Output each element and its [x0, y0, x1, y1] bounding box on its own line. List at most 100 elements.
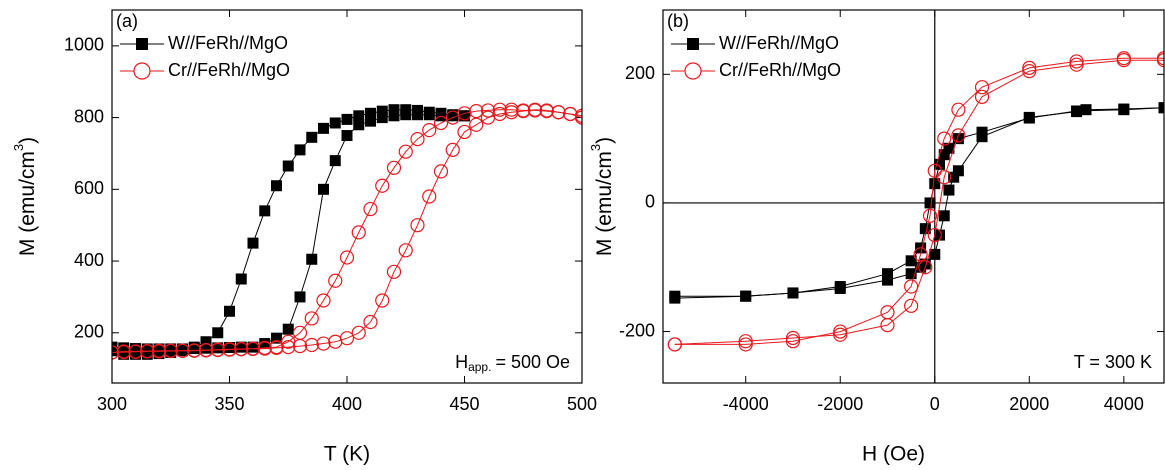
marker [339, 331, 355, 346]
y-tick-label: 400 [74, 250, 104, 270]
marker [469, 104, 484, 119]
marker [919, 223, 931, 235]
marker [974, 80, 990, 95]
marker [410, 132, 425, 147]
marker [933, 229, 945, 241]
marker [165, 343, 177, 355]
marker [516, 104, 531, 119]
marker [904, 298, 919, 313]
marker [200, 336, 212, 348]
marker [163, 343, 178, 359]
y-axis-title-part: 3 [588, 144, 603, 151]
x-tick-label: 300 [97, 394, 127, 414]
marker [882, 268, 894, 280]
marker [257, 341, 272, 356]
marker [398, 243, 413, 258]
marker [271, 332, 282, 344]
marker [177, 343, 188, 355]
marker [933, 158, 945, 170]
marker [948, 171, 960, 183]
y-axis-title: M (emu/cm3) [588, 137, 615, 256]
marker [1156, 53, 1164, 68]
marker [952, 133, 964, 145]
marker [234, 342, 249, 357]
marker [423, 109, 435, 121]
marker [116, 345, 131, 360]
marker [304, 337, 319, 353]
marker [435, 110, 447, 122]
marker [353, 119, 365, 131]
marker [339, 250, 355, 265]
marker [834, 282, 846, 294]
marker [329, 155, 341, 167]
marker [375, 293, 390, 308]
marker [1116, 53, 1131, 68]
y-axis-title: M (emu/cm3) [11, 137, 38, 256]
marker [386, 264, 402, 279]
marker [927, 227, 942, 243]
marker [247, 237, 259, 249]
marker [341, 130, 353, 142]
marker [365, 107, 376, 119]
marker [922, 208, 938, 223]
marker [376, 105, 388, 117]
marker [376, 112, 388, 124]
marker [412, 109, 423, 121]
marker [363, 201, 378, 217]
marker [976, 131, 988, 143]
marker [222, 342, 237, 357]
marker [952, 165, 964, 177]
marker [282, 160, 294, 172]
plot-frame [111, 9, 583, 384]
marker [1071, 106, 1083, 118]
plot-frame [662, 9, 1165, 384]
marker [375, 178, 390, 193]
marker [574, 108, 582, 123]
marker [187, 343, 202, 358]
marker [469, 117, 484, 132]
series-line [112, 109, 465, 355]
marker [459, 110, 470, 122]
legend-label: Cr//FeRh//MgO [719, 60, 841, 80]
series-line [674, 107, 1164, 299]
marker [738, 334, 753, 349]
y-tick-label: 200 [625, 63, 655, 83]
marker [224, 305, 235, 317]
annotation-part: app. [468, 360, 491, 374]
marker [294, 144, 306, 156]
marker [130, 343, 141, 355]
marker [282, 323, 294, 335]
marker [224, 341, 235, 353]
marker [527, 102, 543, 117]
marker [341, 113, 353, 125]
annotation: T = 300 K [1074, 352, 1152, 372]
marker [937, 131, 952, 146]
marker [410, 218, 425, 233]
x-tick-label: 350 [214, 394, 244, 414]
marker [316, 293, 331, 308]
marker [281, 340, 296, 355]
x-tick-label: 4000 [1104, 394, 1144, 414]
marker [1158, 102, 1164, 114]
marker [937, 170, 952, 185]
marker [271, 180, 282, 192]
marker [128, 344, 143, 359]
marker [1118, 103, 1130, 115]
marker [951, 128, 966, 143]
marker [235, 341, 247, 353]
marker [188, 343, 200, 355]
marker [153, 343, 165, 355]
x-tick-label: 400 [332, 394, 362, 414]
marker [974, 89, 990, 104]
y-tick-label: 0 [645, 192, 655, 212]
panel-label: (a) [116, 11, 138, 31]
marker [351, 225, 366, 240]
annotation-part: = 500 Oe [495, 352, 570, 372]
marker [212, 327, 224, 339]
marker [422, 189, 437, 204]
marker [118, 348, 130, 360]
marker [398, 144, 413, 159]
marker [787, 287, 799, 299]
marker [318, 122, 329, 134]
marker [913, 247, 928, 262]
